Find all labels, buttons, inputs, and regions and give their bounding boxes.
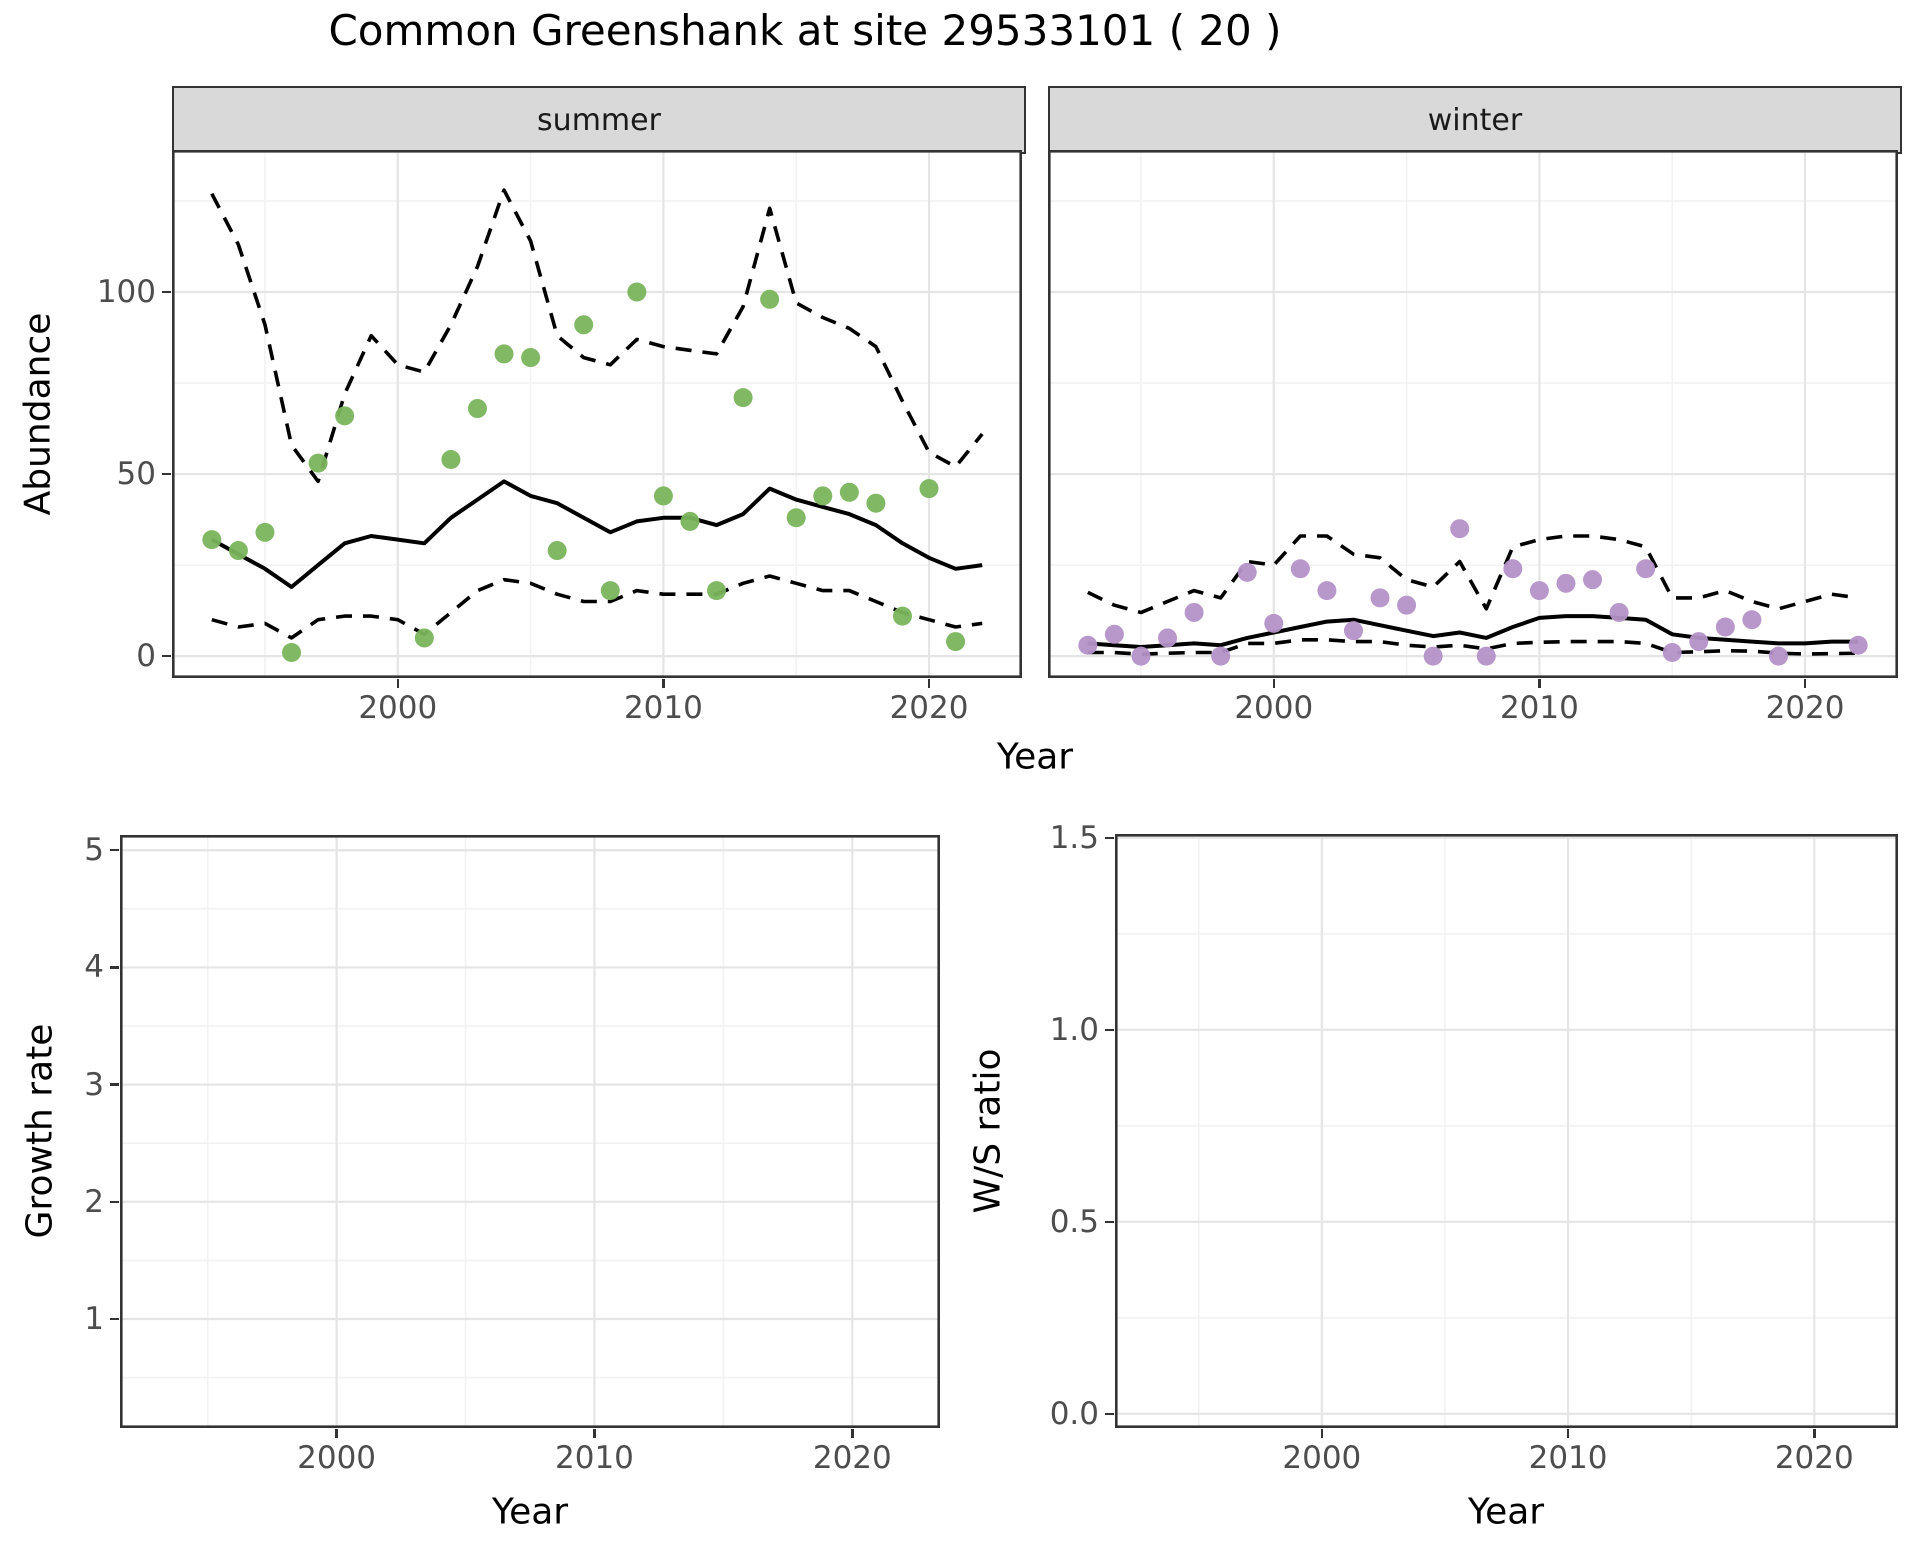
x-tick-label: 2000 (297, 1440, 377, 1476)
y-tick-label: 0.0 (1049, 1395, 1099, 1432)
facet-strip-summer: summer (172, 86, 1026, 154)
y-tick-label: 0.5 (1049, 1203, 1099, 1240)
axis-tick-mark (593, 1429, 596, 1438)
axis-tick-mark (110, 1083, 119, 1086)
y-tick-label: 100 (96, 274, 156, 310)
ws-ratio-panel (1115, 834, 1898, 1428)
winter-abundance-panel (1048, 150, 1898, 678)
axis-tick-mark (1566, 1429, 1570, 1438)
y-tick-label: 1.5 (1049, 819, 1099, 856)
axis-tick-mark (335, 1429, 338, 1438)
axis-tick-mark (1803, 679, 1807, 688)
x-tick-label: 2020 (1765, 690, 1845, 726)
x-tick-label: 2020 (1774, 1440, 1854, 1476)
ws-year-axis-title: Year (1467, 1491, 1545, 1533)
axis-tick-mark (1105, 836, 1114, 840)
growth-rate-panel (120, 835, 940, 1428)
growth-year-axis-title: Year (491, 1491, 569, 1533)
axis-tick-mark (1105, 1220, 1114, 1224)
x-tick-label: 2020 (812, 1440, 892, 1476)
x-tick-label: 2010 (555, 1440, 634, 1476)
abundance-axis-title: Abundance (17, 312, 59, 516)
axis-tick-mark (110, 848, 119, 852)
axis-tick-mark (110, 1317, 119, 1321)
x-tick-label: 2000 (1234, 690, 1314, 726)
axis-tick-mark (396, 679, 400, 688)
y-tick-label: 1 (84, 1301, 104, 1337)
axis-tick-mark (1538, 679, 1541, 688)
axis-tick-mark (162, 472, 171, 476)
chart-title: Common Greenshank at site 29533101 ( 20 … (328, 6, 1282, 55)
y-tick-label: 1.0 (1049, 1011, 1099, 1048)
summer-abundance-panel (172, 150, 1022, 678)
growth-rate-axis-title: Growth rate (19, 1023, 61, 1239)
axis-tick-mark (1813, 1429, 1816, 1438)
axis-tick-mark (162, 654, 171, 658)
y-tick-label: 0 (136, 638, 156, 675)
axis-tick-mark (1105, 1412, 1114, 1416)
facet-strip-winter-label: winter (1427, 102, 1523, 138)
axis-tick-mark (1320, 1429, 1324, 1438)
x-tick-label: 2010 (1499, 690, 1579, 726)
y-tick-label: 50 (116, 456, 156, 493)
facet-strip-summer-label: summer (537, 102, 661, 138)
axis-tick-mark (162, 290, 171, 294)
axis-tick-mark (851, 1429, 854, 1438)
axis-tick-mark (110, 1200, 119, 1204)
x-tick-label: 2000 (1282, 1440, 1362, 1476)
y-tick-label: 2 (84, 1183, 104, 1220)
facet-strip-winter: winter (1048, 86, 1902, 154)
y-tick-label: 3 (84, 1066, 104, 1103)
axis-tick-mark (662, 679, 665, 688)
x-tick-label: 2020 (889, 690, 969, 726)
axis-tick-mark (927, 679, 931, 688)
axis-tick-mark (1272, 679, 1276, 688)
x-tick-label: 2010 (1528, 1440, 1608, 1476)
x-tick-label: 2000 (358, 690, 438, 726)
x-tick-label: 2010 (623, 690, 703, 726)
ws-ratio-axis-title: W/S ratio (967, 1048, 1009, 1214)
y-tick-label: 4 (84, 949, 104, 986)
axis-tick-mark (110, 966, 119, 969)
top-year-axis-title: Year (996, 736, 1074, 778)
axis-tick-mark (1105, 1028, 1114, 1032)
y-tick-label: 5 (84, 832, 104, 869)
